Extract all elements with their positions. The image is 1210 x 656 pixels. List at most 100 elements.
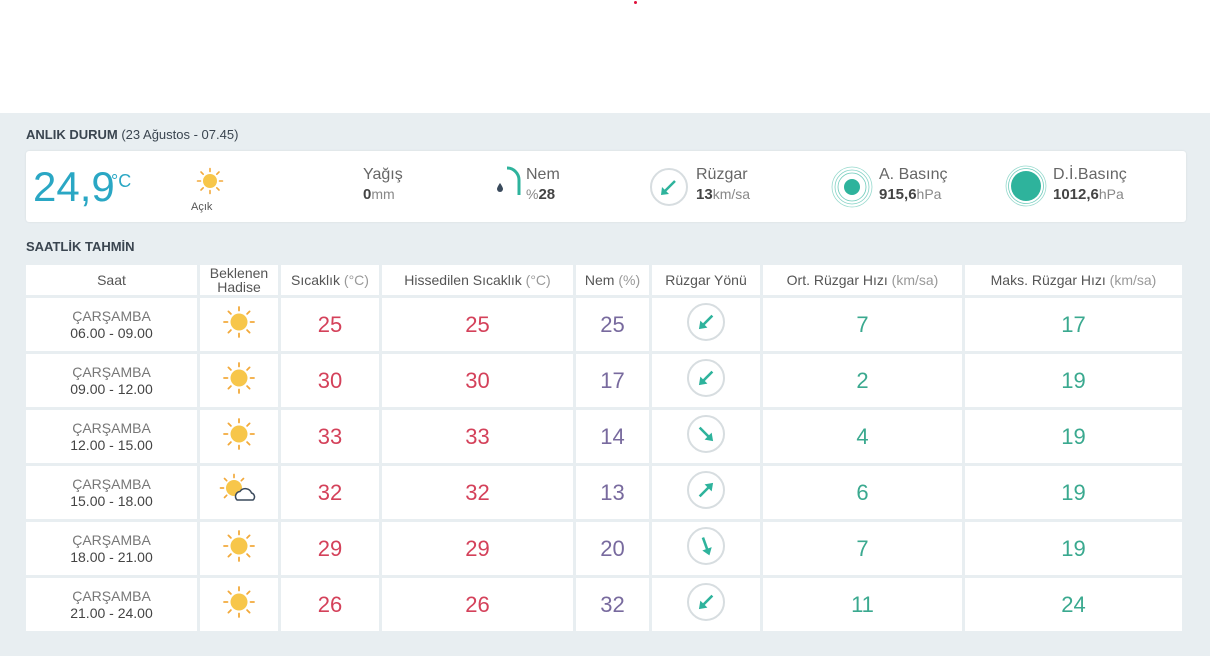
temperature-unit: °C	[111, 171, 132, 191]
arrow-down-icon	[652, 522, 760, 575]
temp-cell: 25	[281, 298, 379, 351]
time-range: 09.00 - 12.00	[70, 380, 153, 397]
header-maks-ruzgar: Maks. Rüzgar Hızı (km/sa)	[965, 265, 1182, 295]
header-hissedilen: Hissedilen Sıcaklık (°C)	[382, 265, 573, 295]
pressure-unit: hPa	[916, 186, 942, 202]
hourly-forecast-table: Saat Beklenen Hadise Sıcaklık (°C) Hissed…	[23, 262, 1185, 634]
precipitation-value: 0	[363, 186, 372, 203]
forecast-section-title: SAATLİK TAHMİN	[26, 239, 135, 254]
humidity-cell: 20	[576, 522, 649, 575]
arrow-down-right-icon	[652, 410, 760, 463]
humidity-cell: 17	[576, 354, 649, 407]
sea-pressure-unit: hPa	[1098, 186, 1124, 202]
table-row: ÇARŞAMBA 12.00 - 15.00 33 33 14 4 19	[26, 410, 1182, 463]
avg-wind-cell: 7	[763, 298, 962, 351]
header-saat: Saat	[26, 265, 197, 295]
arrow-down-left-icon	[652, 298, 760, 351]
time-range: 12.00 - 15.00	[70, 436, 153, 453]
feels-cell: 30	[382, 354, 573, 407]
wind-value: 13	[696, 186, 713, 203]
temp-cell: 29	[281, 522, 379, 575]
max-wind-cell: 19	[965, 466, 1182, 519]
time-cell: ÇARŞAMBA 09.00 - 12.00	[26, 354, 197, 407]
time-cell: ÇARŞAMBA 18.00 - 21.00	[26, 522, 197, 575]
header-ort-ruzgar: Ort. Rüzgar Hızı (km/sa)	[763, 265, 962, 295]
arrow-down-left-icon	[652, 354, 760, 407]
precipitation-metric: Yağış 0mm	[363, 165, 403, 205]
avg-wind-cell: 11	[763, 578, 962, 631]
humidity-label: Nem	[526, 166, 560, 183]
header-hadise: Beklenen Hadise	[200, 265, 278, 295]
feels-cell: 29	[382, 522, 573, 575]
day-label: ÇARŞAMBA	[72, 363, 151, 380]
max-wind-cell: 24	[965, 578, 1182, 631]
table-row: ÇARŞAMBA 15.00 - 18.00 32 32 13 6 19	[26, 466, 1182, 519]
sea-pressure-metric: D.İ.Basınç 1012,6hPa	[1053, 165, 1127, 205]
current-date: (23 Ağustos - 07.45)	[121, 127, 239, 142]
table-row: ÇARŞAMBA 06.00 - 09.00 25 25 25 7 17	[26, 298, 1182, 351]
table-row: ÇARŞAMBA 18.00 - 21.00 29 29 20 7 19	[26, 522, 1182, 575]
partly-cloudy-icon	[200, 466, 278, 519]
day-label: ÇARŞAMBA	[72, 587, 151, 604]
humidity-metric: Nem %28	[526, 166, 560, 203]
table-row: ÇARŞAMBA 09.00 - 12.00 30 30 17 2 19	[26, 354, 1182, 407]
sea-pressure-value: 1012,6	[1053, 186, 1099, 203]
humidity-cell: 13	[576, 466, 649, 519]
temp-cell: 33	[281, 410, 379, 463]
sea-pressure-label: D.İ.Basınç	[1053, 166, 1127, 183]
precipitation-unit: mm	[371, 186, 395, 202]
day-label: ÇARŞAMBA	[72, 419, 151, 436]
avg-wind-cell: 7	[763, 522, 962, 575]
feels-cell: 32	[382, 466, 573, 519]
pressure-metric: A. Basınç 915,6hPa	[879, 165, 947, 205]
current-conditions-card: 24,9 °C Açık Yağış 0mm Nem %28	[26, 151, 1186, 222]
avg-wind-cell: 6	[763, 466, 962, 519]
wind-metric: Rüzgar 13km/sa	[696, 165, 750, 205]
time-range: 15.00 - 18.00	[70, 492, 153, 509]
arrow-down-left-icon	[652, 578, 760, 631]
max-wind-cell: 19	[965, 410, 1182, 463]
wind-label: Rüzgar	[696, 166, 748, 183]
avg-wind-cell: 4	[763, 410, 962, 463]
sun-icon	[200, 578, 278, 631]
table-header-row: Saat Beklenen Hadise Sıcaklık (°C) Hissed…	[26, 265, 1182, 295]
table-row: ÇARŞAMBA 21.00 - 24.00 26 26 32 11 24	[26, 578, 1182, 631]
temp-cell: 26	[281, 578, 379, 631]
current-condition-label: Açık	[191, 201, 213, 213]
day-label: ÇARŞAMBA	[72, 307, 151, 324]
feels-cell: 26	[382, 578, 573, 631]
header-sicaklik: Sıcaklık (°C)	[281, 265, 379, 295]
humidity-gauge-icon	[497, 166, 521, 195]
arrow-up-right-icon	[652, 466, 760, 519]
sun-icon	[200, 354, 278, 407]
decorative-dot	[634, 1, 637, 4]
temp-cell: 30	[281, 354, 379, 407]
max-wind-cell: 19	[965, 354, 1182, 407]
avg-wind-cell: 2	[763, 354, 962, 407]
time-cell: ÇARŞAMBA 15.00 - 18.00	[26, 466, 197, 519]
max-wind-cell: 17	[965, 298, 1182, 351]
pressure-icon	[831, 166, 873, 208]
wind-unit: km/sa	[712, 186, 751, 202]
current-section-title: ANLIK DURUM (23 Ağustos - 07.45)	[26, 127, 239, 142]
humidity-cell: 14	[576, 410, 649, 463]
sun-icon	[196, 167, 224, 195]
temp-cell: 32	[281, 466, 379, 519]
max-wind-cell: 19	[965, 522, 1182, 575]
time-range: 18.00 - 21.00	[70, 548, 153, 565]
sun-icon	[200, 522, 278, 575]
humidity-cell: 25	[576, 298, 649, 351]
header-ruzgar-yonu: Rüzgar Yönü	[652, 265, 760, 295]
sun-icon	[200, 410, 278, 463]
wind-direction-icon	[650, 168, 688, 206]
time-cell: ÇARŞAMBA 21.00 - 24.00	[26, 578, 197, 631]
time-cell: ÇARŞAMBA 12.00 - 15.00	[26, 410, 197, 463]
humidity-value: 28	[538, 186, 556, 203]
precipitation-label: Yağış	[363, 166, 403, 183]
current-temperature: 24,9	[33, 163, 115, 210]
pressure-value: 915,6	[879, 186, 917, 203]
day-label: ÇARŞAMBA	[72, 531, 151, 548]
time-cell: ÇARŞAMBA 06.00 - 09.00	[26, 298, 197, 351]
pressure-label: A. Basınç	[879, 166, 948, 183]
sun-icon	[200, 298, 278, 351]
